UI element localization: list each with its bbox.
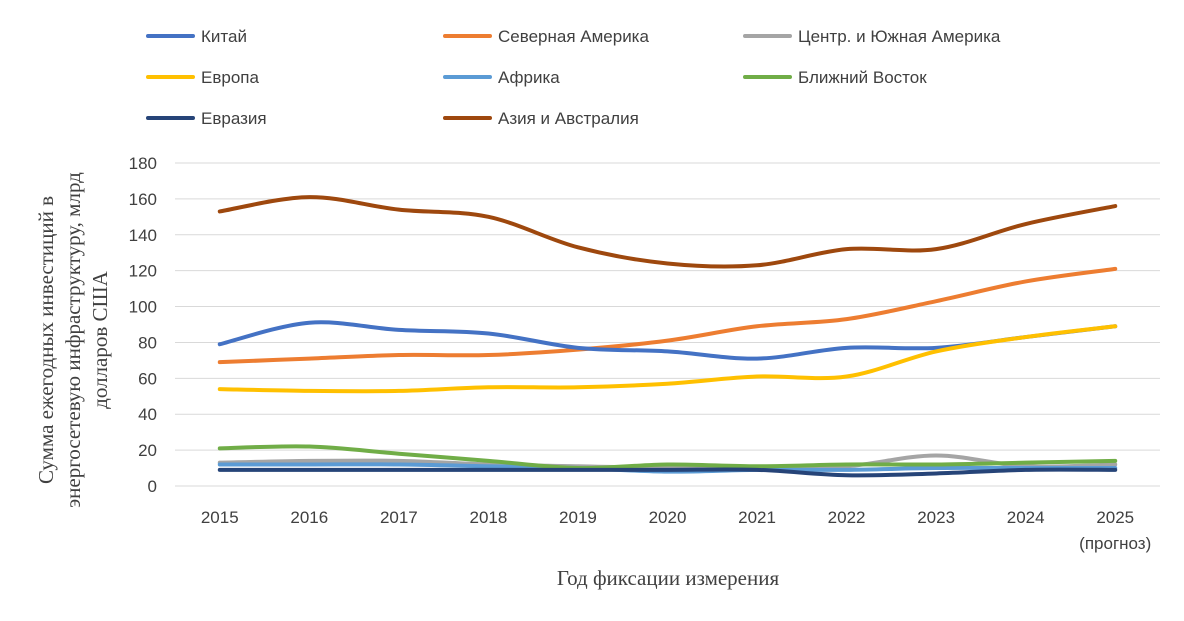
- x-tick-label: 2016: [290, 508, 328, 527]
- y-axis-title-line: долларов США: [88, 270, 112, 409]
- y-tick-label: 80: [138, 333, 157, 352]
- legend-label: Китай: [201, 27, 247, 46]
- legend-label: Африка: [498, 68, 560, 87]
- x-tick-label: 2017: [380, 508, 418, 527]
- x-tick-label: 2020: [649, 508, 687, 527]
- x-tick-label: 2018: [469, 508, 507, 527]
- x-tick-note: (прогноз): [1079, 534, 1151, 553]
- y-axis-title-line: энергосетевую инфраструктуру, млрд: [61, 172, 85, 508]
- legend-label: Центр. и Южная Америка: [798, 27, 1001, 46]
- legend-label: Евразия: [201, 109, 267, 128]
- y-tick-label: 0: [148, 477, 157, 496]
- series-line-6: [217, 467, 1118, 478]
- y-tick-label: 60: [138, 369, 157, 388]
- x-tick-label: 2021: [738, 508, 776, 527]
- series-line-5: [217, 444, 1118, 471]
- y-tick-label: 160: [129, 190, 157, 209]
- legend-label: Ближний Восток: [798, 68, 927, 87]
- x-tick-label: 2024: [1007, 508, 1045, 527]
- legend-label: Европа: [201, 68, 259, 87]
- x-tick-label: 2025: [1096, 508, 1134, 527]
- y-tick-label: 140: [129, 226, 157, 245]
- y-tick-label: 180: [129, 154, 157, 173]
- x-tick-label: 2022: [828, 508, 866, 527]
- x-tick-label: 2019: [559, 508, 597, 527]
- x-tick-label: 2023: [917, 508, 955, 527]
- y-axis-title-line: Сумма ежегодных инвестиций в: [34, 196, 58, 484]
- y-tick-label: 120: [129, 262, 157, 281]
- series-line-7: [217, 195, 1118, 269]
- y-axis-title: Сумма ежегодных инвестиций в энергосетеву…: [34, 172, 112, 508]
- x-axis-title: Год фиксации измерения: [557, 566, 780, 590]
- x-tick-label: 2015: [201, 508, 239, 527]
- series-line-1: [217, 266, 1118, 365]
- legend-label: Северная Америка: [498, 27, 649, 46]
- y-tick-label: 40: [138, 405, 157, 424]
- series-line-3: [217, 324, 1118, 394]
- y-tick-label: 20: [138, 441, 157, 460]
- legend-label: Азия и Австралия: [498, 109, 639, 128]
- y-tick-label: 100: [129, 298, 157, 317]
